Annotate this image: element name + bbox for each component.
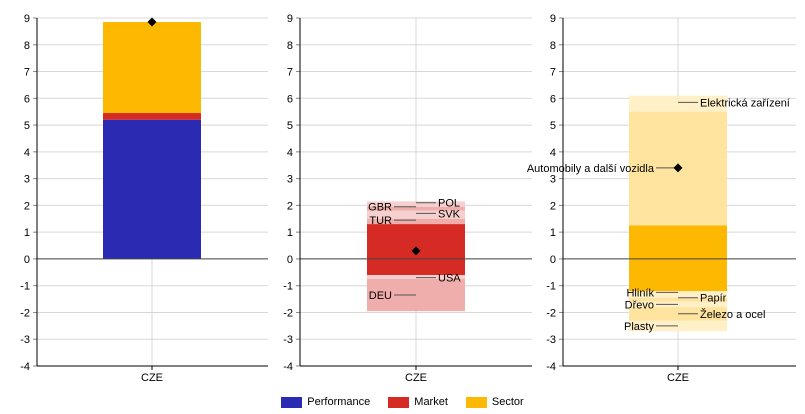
y-tick-label: -3: [283, 334, 293, 346]
x-category-label: CZE: [141, 372, 163, 384]
y-tick-label: -2: [20, 307, 30, 319]
component-band: [367, 201, 465, 207]
y-tick-label: 6: [24, 93, 30, 105]
y-tick-label: 8: [287, 40, 293, 52]
y-tick-label: 4: [24, 147, 30, 159]
chart-panel-2: 9 8 7 6 5 4 3 2 1 0 -1 -2 -3 -4 POL GBR SVK TUR USA DEU CZE: [283, 13, 532, 384]
component-label: Dřevo: [625, 299, 654, 311]
component-band: [367, 206, 465, 211]
y-tick-label: 2: [287, 200, 293, 212]
bar-performance: [103, 119, 201, 259]
y-tick-label: 0: [24, 254, 30, 266]
x-category-label: CZE: [667, 372, 689, 384]
y-tick-label: 8: [550, 40, 556, 52]
y-tick-label: 7: [550, 67, 556, 79]
component-label: Hliník: [626, 287, 654, 299]
component-band: [629, 297, 727, 302]
legend-swatch-market: [388, 396, 410, 408]
y-tick-label: 9: [550, 13, 556, 25]
component-label: Elektrická zařízení: [700, 97, 790, 109]
y-tick-label: 7: [287, 67, 293, 79]
component-label: Železo a ocel: [700, 308, 765, 321]
y-tick-label: -2: [283, 307, 293, 319]
x-category-label: CZE: [405, 372, 427, 384]
component-label: USA: [438, 273, 461, 285]
legend-label-sector: Sector: [491, 396, 524, 408]
y-tick-label: -4: [546, 361, 556, 373]
legend-swatch-performance: [281, 396, 303, 408]
y-tick-label: 5: [287, 120, 293, 132]
y-tick-label: -3: [546, 334, 556, 346]
y-tick-label: 6: [550, 93, 556, 105]
y-tick-label: 2: [550, 200, 556, 212]
y-tick-label: 5: [24, 120, 30, 132]
total-marker: [411, 246, 421, 256]
y-tick-label: -1: [546, 281, 556, 293]
y-tick-label: 3: [24, 174, 30, 186]
total-marker: [673, 163, 683, 173]
legend-item-market[interactable]: Market: [388, 396, 448, 408]
component-band: [367, 210, 465, 219]
component-band: [629, 95, 727, 112]
y-tick-label: -4: [20, 361, 30, 373]
component-band: [367, 274, 465, 279]
chart-svg: 9 8 7 6 5 4 3 2 1 0 -1 -2 -3 -4 CZE 9 8 7 6 5 4 3 2 1 0 -1 -2 -3 -4 P…: [20, 13, 796, 384]
y-tick-label: 5: [550, 120, 556, 132]
component-label: TUR: [369, 215, 392, 227]
y-tick-label: -3: [20, 334, 30, 346]
component-label: GBR: [368, 202, 392, 214]
y-tick-label: -1: [20, 281, 30, 293]
legend-item-performance[interactable]: Performance: [281, 396, 370, 408]
y-tick-label: 4: [550, 147, 556, 159]
component-label: Automobily a další vozidla: [527, 163, 655, 175]
legend-item-sector[interactable]: Sector: [465, 396, 524, 408]
component-label: Papír: [700, 293, 727, 305]
bar-sector: [629, 225, 727, 292]
y-tick-label: 4: [287, 147, 293, 159]
total-marker: [147, 17, 157, 27]
y-tick-label: 0: [550, 254, 556, 266]
component-label: Plasty: [624, 321, 654, 333]
chart-panel-1: 9 8 7 6 5 4 3 2 1 0 -1 -2 -3 -4 CZE: [20, 13, 268, 384]
y-tick-label: 3: [287, 174, 293, 186]
y-tick-label: 2: [24, 200, 30, 212]
y-tick-label: 1: [550, 227, 556, 239]
legend-label-performance: Performance: [307, 396, 371, 408]
y-tick-label: 7: [24, 67, 30, 79]
y-tick-label: 9: [287, 13, 293, 25]
y-tick-label: 6: [287, 93, 293, 105]
legend: Performance Market Sector: [0, 393, 805, 411]
legend-swatch-sector: [465, 396, 487, 408]
component-label: DEU: [369, 290, 392, 302]
component-band: [367, 218, 465, 225]
component-label: SVK: [438, 208, 461, 220]
y-tick-label: -2: [546, 307, 556, 319]
y-tick-label: 1: [24, 227, 30, 239]
bar-market: [103, 113, 201, 120]
bar-sector: [103, 22, 201, 114]
y-tick-label: 8: [24, 40, 30, 52]
y-tick-label: 1: [287, 227, 293, 239]
y-tick-label: 0: [287, 254, 293, 266]
component-band: [629, 291, 727, 298]
y-tick-label: 9: [24, 13, 30, 25]
y-tick-label: 3: [550, 174, 556, 186]
component-label: POL: [438, 198, 460, 210]
chart-panel-3: 9 8 7 6 5 4 3 2 1 0 -1 -2 -3 -4 Elektrická zařízení Aut…: [527, 13, 796, 384]
legend-label-market: Market: [414, 396, 448, 408]
y-tick-label: -1: [283, 281, 293, 293]
y-tick-label: -4: [283, 361, 293, 373]
